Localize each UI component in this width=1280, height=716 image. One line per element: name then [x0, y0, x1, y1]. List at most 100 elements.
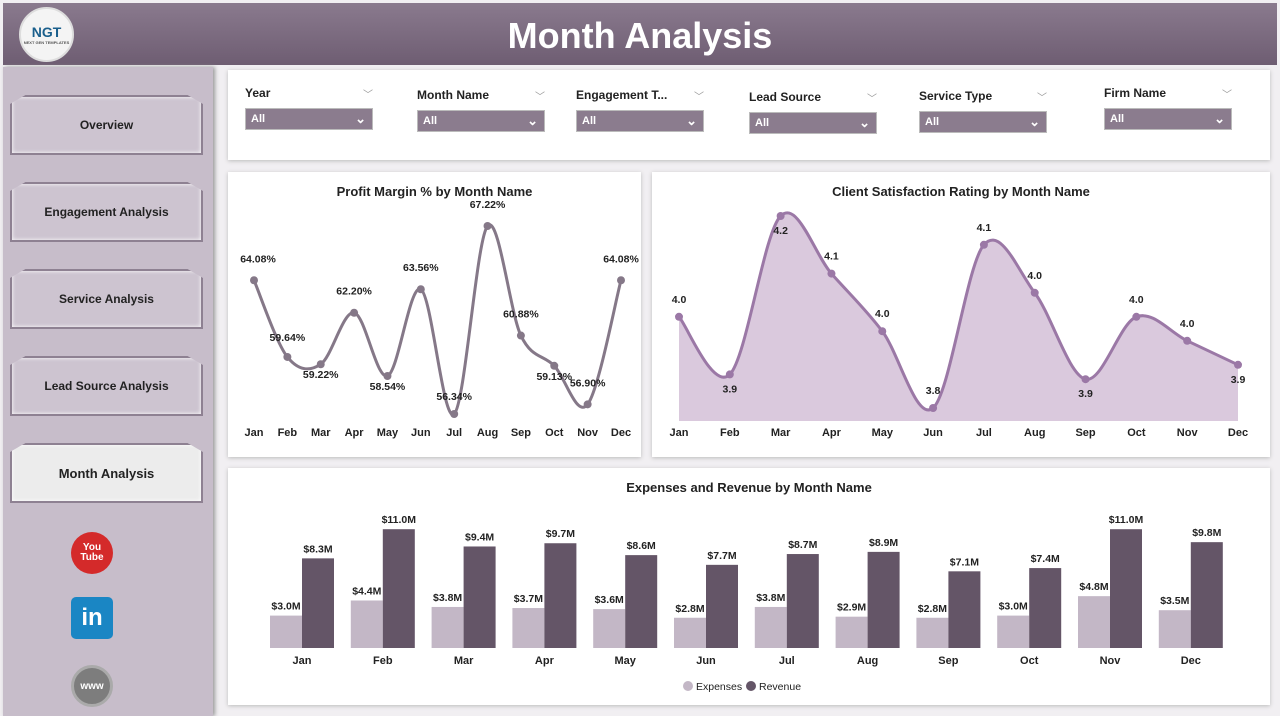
revenue-bar — [1029, 568, 1062, 648]
x-tick-label: Sep — [1075, 427, 1095, 439]
data-label: $3.5M — [1160, 595, 1189, 607]
data-point — [776, 212, 785, 220]
chart-title: Profit Margin % by Month Name — [336, 184, 533, 199]
data-label: $9.8M — [1192, 527, 1221, 539]
data-point — [250, 276, 258, 285]
chevron-down-icon: ⌄ — [1029, 114, 1040, 129]
month-dropdown[interactable]: All ⌄ — [417, 110, 545, 132]
x-tick-label: Oct — [1127, 427, 1146, 439]
filter-month-name[interactable]: Month Name ﹀ All ⌄ — [417, 88, 545, 132]
dropdown-value: All — [423, 115, 438, 127]
filter-engagement-type[interactable]: Engagement T... ﹀ All ⌄ — [576, 88, 704, 132]
nav-service-analysis[interactable]: Service Analysis — [10, 269, 203, 329]
nav-month-analysis[interactable]: Month Analysis — [10, 443, 203, 503]
linkedin-icon[interactable]: in — [71, 597, 113, 639]
dropdown-value: All — [755, 117, 770, 129]
data-label: $3.6M — [595, 594, 624, 606]
dropdown-value: All — [1110, 113, 1125, 125]
nav-overview[interactable]: Overview — [10, 95, 203, 155]
chevron-down-icon[interactable]: ﹀ — [867, 94, 877, 105]
year-dropdown[interactable]: All ⌄ — [245, 108, 373, 130]
x-tick-label: Mar — [454, 655, 474, 667]
youtube-icon[interactable]: You Tube — [71, 532, 113, 574]
data-label: $11.0M — [1109, 514, 1144, 526]
data-label: $3.7M — [514, 593, 543, 605]
data-label: $4.8M — [1079, 581, 1108, 593]
x-tick-label: Jan — [670, 427, 689, 439]
x-tick-label: Dec — [1228, 427, 1248, 439]
data-label: 4.0 — [1129, 294, 1144, 306]
lead-source-dropdown[interactable]: All ⌄ — [749, 112, 877, 134]
x-tick-label: Jul — [779, 655, 795, 667]
firm-dropdown[interactable]: All ⌄ — [1104, 108, 1232, 130]
legend-marker — [683, 681, 693, 691]
data-point — [550, 361, 559, 370]
filter-label: Engagement T... — [576, 88, 668, 102]
revenue-bar — [1190, 542, 1223, 648]
x-tick-label: Aug — [857, 655, 878, 667]
data-point — [617, 276, 625, 285]
legend-marker — [746, 681, 756, 691]
filter-lead-source[interactable]: Lead Source ﹀ All ⌄ — [749, 90, 877, 134]
data-label: 64.08% — [240, 253, 276, 265]
data-point — [583, 400, 592, 409]
data-label: 58.54% — [370, 381, 406, 393]
chevron-down-icon[interactable]: ﹀ — [363, 90, 373, 101]
x-tick-label: Nov — [577, 427, 599, 439]
chevron-down-icon[interactable]: ﹀ — [1037, 93, 1047, 104]
dropdown-value: All — [582, 115, 597, 127]
data-label: $9.7M — [546, 528, 575, 540]
filter-label: Lead Source — [749, 90, 822, 104]
filter-service-type[interactable]: Service Type ﹀ All ⌄ — [919, 89, 1047, 133]
logo-subtext: NEXT GEN TEMPLATES — [23, 40, 70, 45]
x-tick-label: May — [614, 655, 636, 667]
revenue-bar — [1110, 529, 1142, 648]
data-label: $8.3M — [303, 543, 332, 555]
expenses-bar — [512, 608, 545, 648]
chevron-down-icon: ⌄ — [686, 113, 697, 128]
data-point — [878, 327, 887, 336]
filter-firm-name[interactable]: Firm Name ﹀ All ⌄ — [1104, 86, 1232, 130]
x-tick-label: Feb — [720, 427, 740, 439]
satisfaction-svg: 4.0 Jan 3.9 Feb 4.2 Mar 4.1 Apr 4.0 May 3.8 Jun 4.1 J… — [670, 211, 1248, 439]
chevron-down-icon[interactable]: ﹀ — [535, 92, 545, 103]
data-label: 59.22% — [303, 369, 339, 381]
data-label: 4.0 — [1180, 318, 1195, 330]
chevron-down-icon[interactable]: ﹀ — [1222, 90, 1232, 101]
data-label: $3.0M — [271, 601, 300, 613]
chevron-down-icon[interactable]: ﹀ — [694, 92, 704, 103]
data-label: 67.22% — [470, 199, 506, 211]
expenses-bar — [997, 615, 1030, 648]
expenses-revenue-svg: $3.0M $8.3M Jan $4.4M $11.0M Feb $3.8M $9.4M Mar… — [270, 514, 1223, 693]
chevron-down-icon: ⌄ — [527, 113, 538, 128]
data-label: 56.34% — [436, 391, 472, 403]
x-tick-label: Jun — [411, 427, 431, 439]
data-point — [316, 360, 325, 369]
x-tick-label: Aug — [1024, 427, 1045, 439]
chart-title: Client Satisfaction Rating by Month Name — [832, 184, 1090, 199]
x-tick-label: Nov — [1177, 427, 1199, 439]
data-label: $2.8M — [675, 603, 704, 615]
expenses-bar — [270, 615, 302, 648]
data-label: $2.8M — [918, 603, 947, 615]
nav-engagement-analysis[interactable]: Engagement Analysis — [10, 182, 203, 242]
filter-label: Month Name — [417, 88, 489, 102]
filter-year[interactable]: Year ﹀ All ⌄ — [245, 86, 373, 130]
data-label: 4.1 — [977, 222, 992, 234]
data-label: $3.8M — [756, 592, 785, 604]
data-label: $2.9M — [837, 602, 866, 614]
revenue-bar — [786, 554, 819, 648]
data-label: 4.0 — [672, 294, 687, 306]
data-label: $8.6M — [627, 540, 656, 552]
x-tick-label: Sep — [938, 655, 958, 667]
nav-lead-source-analysis[interactable]: Lead Source Analysis — [10, 356, 203, 416]
service-type-dropdown[interactable]: All ⌄ — [919, 111, 1047, 133]
profit-margin-svg: 64.08% Jan 59.64% Feb 59.22% Mar 62.20% Apr 58.5… — [240, 199, 639, 439]
revenue-bar — [463, 546, 496, 648]
chart-title: Expenses and Revenue by Month Name — [626, 480, 872, 495]
chevron-down-icon: ⌄ — [859, 115, 870, 130]
dropdown-value: All — [251, 113, 266, 125]
x-tick-label: Jan — [293, 655, 312, 667]
globe-icon[interactable]: www — [71, 665, 113, 707]
engagement-dropdown[interactable]: All ⌄ — [576, 110, 704, 132]
